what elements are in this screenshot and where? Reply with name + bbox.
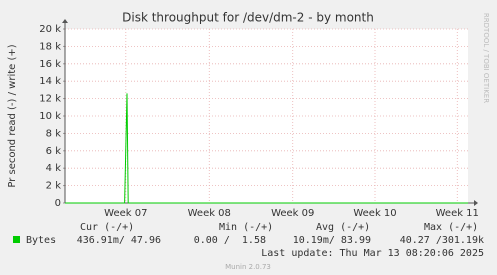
legend-header: Cur (-/+) [80, 222, 134, 233]
legend-value: 40.27 /301.19k [400, 235, 484, 246]
legend-value: 10.19m/ 83.99 [293, 235, 371, 246]
series-line [65, 93, 468, 204]
x-tick-label: Week 11 [436, 208, 479, 219]
legend-header: Avg (-/+) [316, 222, 370, 233]
x-tick-label: Week 08 [188, 208, 231, 219]
y-tick-label: 4 k [46, 163, 62, 174]
axis-arrow [474, 200, 478, 206]
footer: Munin 2.0.73 [225, 263, 271, 271]
legend-value: 436.91m/ 47.96 [77, 235, 161, 246]
y-tick-label: 8 k [46, 128, 62, 139]
y-tick-label: 0 [55, 198, 61, 209]
y-tick-label: 2 k [46, 181, 62, 192]
x-tick-label: Week 09 [271, 208, 314, 219]
chart-title: Disk throughput for /dev/dm-2 - by month [122, 11, 374, 25]
x-tick-label: Week 10 [353, 208, 396, 219]
legend-value: 0.00 / 1.58 [194, 235, 266, 246]
legend-label: Bytes [26, 235, 56, 246]
legend-header: Min (-/+) [219, 222, 273, 233]
legend-header: Max (-/+) [424, 222, 478, 233]
legend-swatch [13, 236, 20, 243]
x-tick-label: Week 07 [104, 208, 147, 219]
y-tick-label: 14 k [39, 76, 61, 87]
y-axis-label: Pr second read (-) / write (+) [7, 44, 18, 187]
y-tick-label: 16 k [39, 59, 61, 70]
y-tick-label: 18 k [39, 41, 61, 52]
y-tick-label: 6 k [46, 146, 62, 157]
axis-arrow [62, 19, 68, 23]
side-text: RRDTOOL / TOBI OETIKER [482, 13, 490, 103]
y-tick-label: 20 k [39, 24, 61, 35]
last-update: Last update: Thu Mar 13 08:20:06 2025 [261, 248, 484, 259]
y-tick-label: 12 k [39, 94, 61, 105]
y-tick-label: 10 k [39, 111, 61, 122]
